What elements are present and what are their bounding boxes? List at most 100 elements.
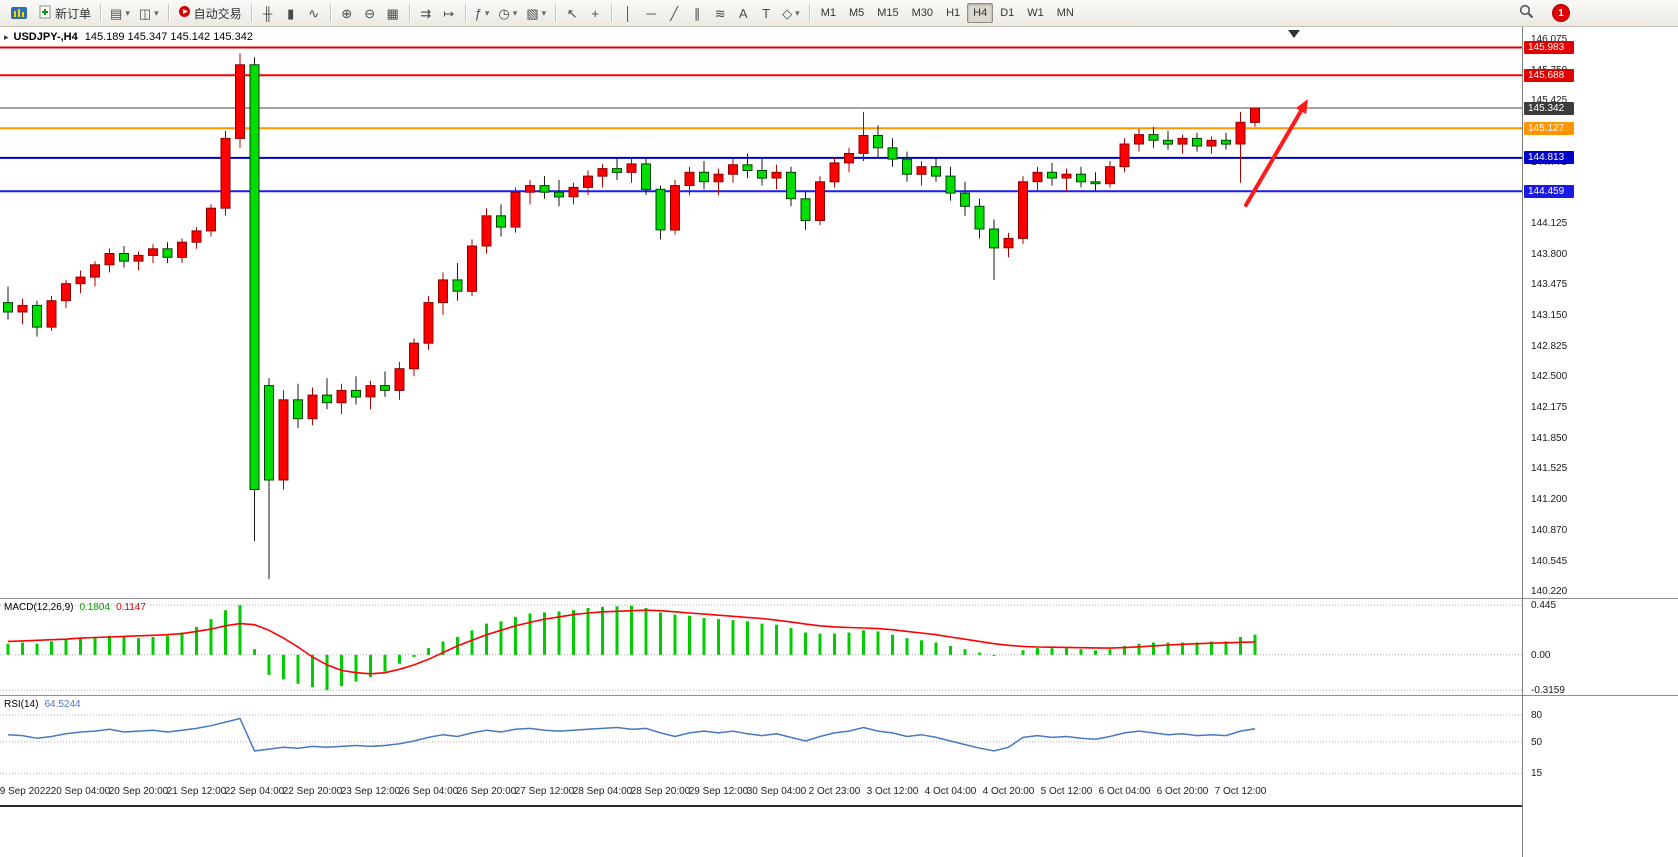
price-level-badge[interactable]: 145.688 [1524, 68, 1574, 82]
new-chart-button[interactable]: ▤ ▾ [106, 2, 134, 24]
vertical-line-tool-button[interactable]: │ [617, 2, 639, 24]
panel-divider[interactable] [0, 695, 1522, 696]
toolbar-separator [167, 4, 169, 22]
channel-tool-button[interactable]: ∥ [686, 2, 708, 24]
fibonacci-tool-button[interactable]: ≋ [709, 2, 731, 24]
horizontal-line-icon: ─ [646, 5, 656, 21]
auto-scroll-button[interactable]: ⇉ [415, 2, 437, 24]
price-level-badge[interactable]: 145.127 [1524, 121, 1574, 135]
candlestick-icon: ▮ [287, 5, 295, 21]
notification-badge[interactable]: 1 [1552, 4, 1570, 22]
time-axis-label: 6 Oct 20:00 [1156, 786, 1209, 797]
bar-chart-button[interactable]: ╫ [257, 2, 279, 24]
indicators-button[interactable]: ƒ ▾ [471, 2, 494, 24]
text-tool-button[interactable]: A [732, 2, 754, 24]
price-tick: 143.150 [1531, 309, 1568, 321]
time-axis-label: 29 Sep 12:00 [688, 786, 749, 797]
rsi-tick: 50 [1531, 736, 1543, 748]
rsi-label: RSI(14) [4, 699, 39, 710]
one-click-trading-toggle-icon[interactable]: ▸ [4, 31, 9, 42]
timeframe-button-m15[interactable]: M15 [871, 3, 904, 23]
timeframe-button-d1[interactable]: D1 [994, 3, 1020, 23]
profiles-icon: ◫ [138, 5, 152, 21]
toolbar-separator [100, 4, 102, 22]
time-axis-label: 28 Sep 04:00 [572, 786, 633, 797]
panel-divider[interactable] [0, 598, 1522, 599]
tile-windows-button[interactable]: ▦ [382, 2, 404, 24]
time-axis-label: 28 Sep 20:00 [630, 786, 691, 797]
timeframe-group: M1 M5 M15 M30 H1 H4 D1 W1 MN [815, 3, 1080, 23]
templates-button[interactable]: ▧ ▾ [522, 2, 550, 24]
chart-shift-button[interactable]: ↦ [438, 2, 460, 24]
toolbar-separator [329, 4, 331, 22]
candlestick-chart-button[interactable]: ▮ [280, 2, 302, 24]
time-axis-label: 4 Oct 04:00 [924, 786, 977, 797]
timeframe-button-w1[interactable]: W1 [1021, 3, 1050, 23]
text-icon: A [738, 5, 748, 21]
chart-header: ▸ USDJPY-,H4 145.189 145.347 145.142 145… [4, 31, 253, 43]
macd-chart[interactable] [0, 599, 1522, 695]
timeframe-button-m30[interactable]: M30 [906, 3, 939, 23]
price-tick: 140.870 [1531, 525, 1568, 536]
chevron-down-icon: ▾ [154, 7, 159, 18]
new-order-button[interactable]: 新订单 [35, 2, 95, 24]
macd-tick: -0.3159 [1531, 685, 1565, 697]
chart-shift-icon: ↦ [443, 5, 455, 21]
autotrading-button[interactable]: 自动交易 [174, 2, 246, 24]
tile-windows-icon: ▦ [386, 5, 399, 21]
price-level-badge[interactable]: 144.813 [1524, 151, 1574, 165]
rsi-chart[interactable] [0, 696, 1522, 782]
time-axis-label: 7 Oct 12:00 [1214, 786, 1267, 797]
timeframe-button-h4[interactable]: H4 [967, 3, 994, 23]
rsi-value: 64.5244 [44, 699, 81, 710]
timeframe-button-mn[interactable]: MN [1051, 3, 1080, 23]
clock-icon: ◷ [498, 5, 510, 21]
time-axis-label: 26 Sep 20:00 [456, 786, 517, 797]
price-axis[interactable]: 146.075145.750145.425145.100144.775144.4… [1522, 27, 1678, 857]
candlestick-chart[interactable] [0, 27, 1522, 598]
templates-icon: ▧ [526, 5, 539, 21]
price-tick: 141.200 [1531, 493, 1568, 505]
rsi-panel[interactable]: RSI(14) 64.5244 [0, 696, 1522, 782]
label-tool-button[interactable]: T [755, 2, 777, 24]
price-level-badge[interactable]: 145.342 [1524, 101, 1574, 115]
macd-tick: 0.445 [1531, 600, 1557, 612]
price-tick: 143.475 [1531, 279, 1568, 291]
zoom-out-button[interactable]: ⊖ [359, 2, 381, 24]
horizontal-line-tool-button[interactable]: ─ [640, 2, 662, 24]
time-axis-label: 3 Oct 12:00 [866, 786, 919, 797]
trendline-tool-button[interactable]: ╱ [663, 2, 685, 24]
zoom-in-button[interactable]: ⊕ [336, 2, 358, 24]
macd-main-value: 0.1804 [79, 602, 111, 613]
search-button[interactable] [1515, 2, 1538, 24]
chart-ohlc-values: 145.189 145.347 145.142 145.342 [84, 31, 253, 43]
macd-signal-value: 0.1147 [116, 602, 146, 613]
time-axis-label: 2 Oct 23:00 [808, 786, 861, 797]
periods-button[interactable]: ◷ ▾ [494, 2, 521, 24]
shapes-tool-button[interactable]: ◇ ▾ [778, 2, 804, 24]
timeframe-button-m1[interactable]: M1 [815, 3, 842, 23]
price-level-badge[interactable]: 145.983 [1524, 41, 1574, 54]
macd-tick: 0.00 [1531, 649, 1551, 661]
price-chart-panel[interactable]: ▸ USDJPY-,H4 145.189 145.347 145.142 145… [0, 27, 1522, 598]
toolbar-separator [808, 4, 810, 22]
line-chart-button[interactable]: ∿ [303, 2, 325, 24]
vertical-line-icon: │ [624, 5, 633, 21]
trendline-icon: ╱ [670, 5, 679, 21]
timeframe-button-h1[interactable]: H1 [940, 3, 966, 23]
price-tick: 141.850 [1531, 432, 1568, 444]
cursor-tool-button[interactable]: ↖ [561, 2, 583, 24]
macd-header: MACD(12,26,9) 0.1804 0.1147 [4, 602, 146, 613]
time-axis-label: 22 Sep 20:00 [282, 786, 343, 797]
chevron-down-icon: ▾ [512, 7, 518, 18]
new-order-label: 新订单 [55, 6, 92, 21]
crosshair-tool-button[interactable]: + [584, 2, 606, 24]
toolbar-separator [555, 4, 557, 22]
price-level-badge[interactable]: 144.459 [1524, 184, 1574, 198]
profiles-button[interactable]: ◫ ▾ [135, 2, 163, 24]
macd-panel[interactable]: MACD(12,26,9) 0.1804 0.1147 [0, 599, 1522, 695]
price-tick: 142.500 [1531, 371, 1568, 383]
timeframe-button-m5[interactable]: M5 [843, 3, 870, 23]
